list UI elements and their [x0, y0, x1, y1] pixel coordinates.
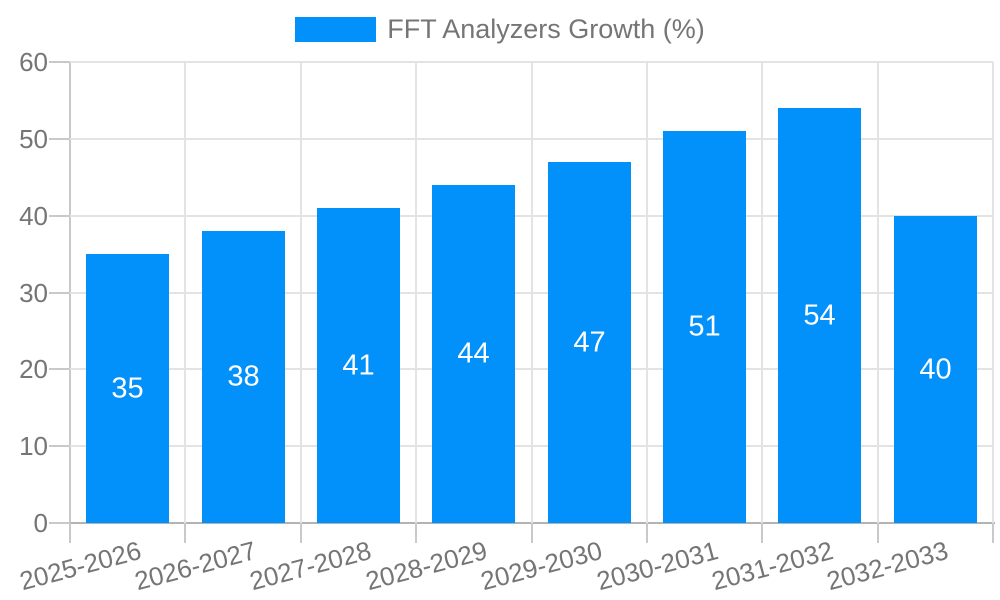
y-axis-tick-label: 20	[19, 354, 48, 385]
bar[interactable]: 54	[778, 108, 861, 523]
legend-swatch	[295, 17, 377, 42]
y-axis-tick-label: 40	[19, 200, 48, 231]
x-axis-tick-mark	[992, 523, 994, 543]
bar-value-label: 38	[227, 360, 260, 393]
gridline-vertical	[876, 62, 879, 523]
x-axis-tick-mark	[299, 523, 302, 543]
y-axis-tick-mark	[49, 522, 70, 524]
x-axis-tick-mark	[415, 523, 418, 543]
gridline-vertical	[415, 62, 418, 523]
bar-value-label: 51	[688, 310, 721, 343]
bar-value-label: 40	[919, 353, 952, 385]
y-axis-line	[69, 62, 71, 543]
y-axis-tick-label: 30	[19, 277, 48, 308]
bar[interactable]: 35	[86, 254, 169, 523]
legend[interactable]: FFT Analyzers Growth (%)	[0, 16, 1000, 43]
gridline-vertical	[299, 62, 302, 523]
y-axis-tick-mark	[49, 137, 70, 140]
x-axis-tick-mark	[761, 523, 764, 543]
bar[interactable]: 41	[317, 208, 400, 523]
x-axis-tick-mark	[69, 523, 71, 543]
y-axis-tick-label: 10	[19, 431, 48, 462]
bar[interactable]: 40	[894, 216, 977, 523]
bar-value-label: 47	[573, 326, 606, 358]
gridline-vertical	[530, 62, 533, 523]
gridline-vertical	[184, 62, 187, 523]
bar[interactable]: 47	[548, 162, 631, 523]
y-axis-tick-mark	[49, 291, 70, 294]
bar-value-label: 44	[457, 337, 490, 370]
bar-value-label: 41	[342, 349, 375, 381]
legend-label: FFT Analyzers Growth (%)	[387, 14, 705, 44]
x-axis-tick-mark	[645, 523, 648, 543]
gridline-vertical	[992, 62, 994, 523]
x-axis-tick-mark	[876, 523, 879, 543]
x-axis-tick-mark	[530, 523, 533, 543]
bar[interactable]: 51	[663, 131, 746, 523]
bar[interactable]: 38	[202, 231, 285, 523]
bar-value-label: 54	[803, 299, 836, 331]
y-axis-tick-mark	[49, 214, 70, 217]
gridline-vertical	[645, 62, 648, 523]
gridline-vertical	[761, 62, 764, 523]
y-axis-tick-mark	[49, 61, 70, 63]
y-axis-tick-label: 50	[19, 123, 48, 154]
plot-area: 35 38 41 44 47 51 54 40	[70, 61, 994, 523]
x-axis-tick-mark	[184, 523, 187, 543]
y-axis-tick-label: 60	[19, 47, 48, 77]
bar[interactable]: 44	[432, 185, 515, 523]
bar-value-label: 35	[111, 372, 144, 404]
y-axis-tick-mark	[49, 368, 70, 371]
x-axis-line	[50, 522, 995, 524]
y-axis-tick-mark	[49, 445, 70, 448]
y-axis-tick-label: 0	[33, 508, 48, 538]
